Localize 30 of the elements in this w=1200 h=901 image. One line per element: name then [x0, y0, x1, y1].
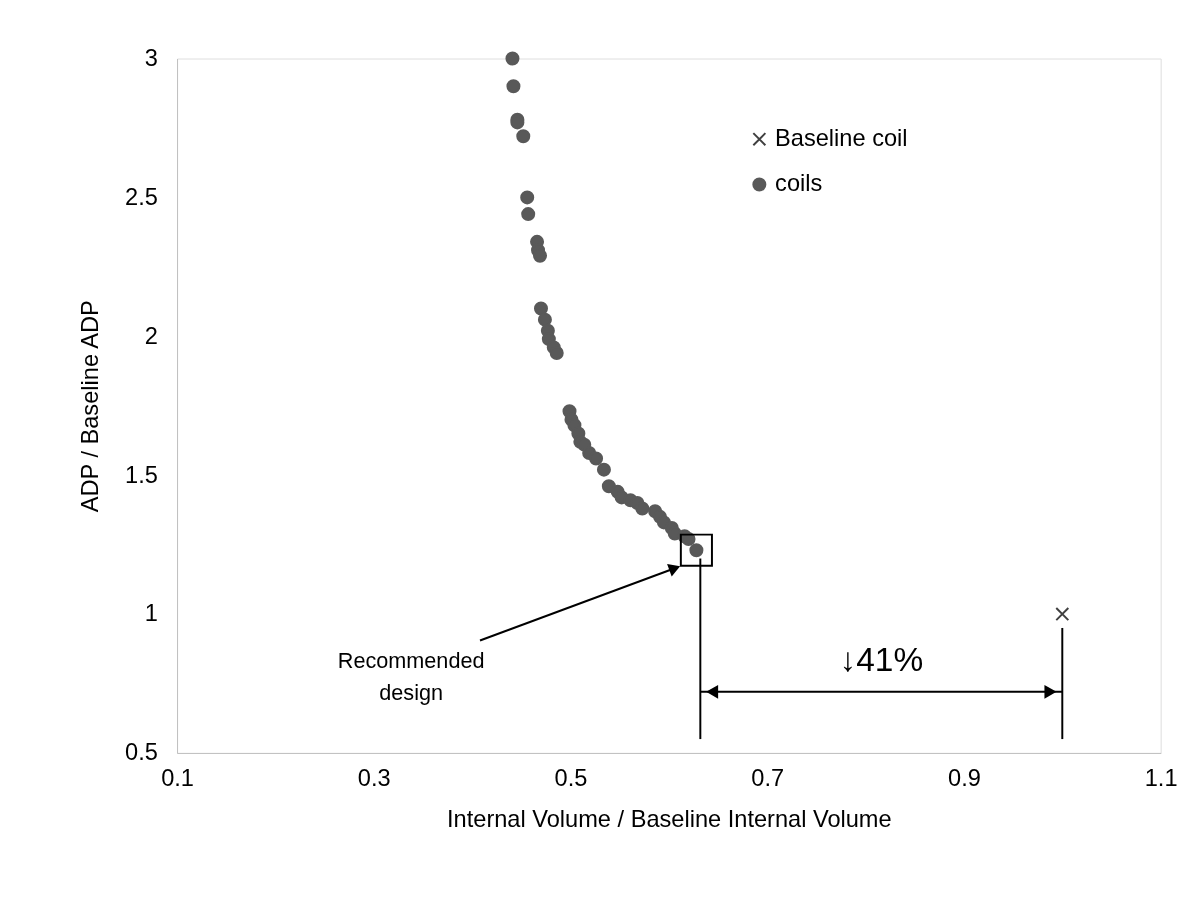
y-tick-label: 2: [144, 322, 158, 349]
y-tick-label: 3: [144, 44, 158, 71]
point: [549, 345, 564, 360]
point: [1055, 607, 1070, 622]
annotation: Recommended design: [337, 648, 485, 705]
x-axis-title: Internal Volume / Baseline Internal Volume: [447, 806, 892, 833]
point: [521, 207, 536, 222]
point: [516, 129, 531, 144]
point: [596, 462, 611, 477]
point: [589, 451, 604, 466]
y-tick-label: 0.5: [125, 739, 158, 766]
x-tick-label: 1.1: [1144, 764, 1178, 791]
x-tick-label: 0.1: [161, 764, 194, 791]
legend-label: coils: [775, 170, 823, 197]
y-tick-label: 1.5: [125, 461, 158, 488]
x-tick-label: 0.3: [357, 764, 391, 791]
point: [520, 190, 535, 205]
y-axis-title: ADP / Baseline ADP: [77, 300, 104, 513]
legend-label: Baseline coil: [775, 125, 908, 152]
point: [506, 79, 521, 94]
point: [537, 312, 552, 327]
annotation: ↓41%: [839, 641, 924, 679]
x-tick-label: 0.7: [751, 764, 785, 791]
point: [505, 51, 520, 66]
x-tick-label: 0.5: [554, 764, 588, 791]
y-tick-label: 1: [144, 600, 158, 627]
x-tick-label: 0.9: [948, 764, 981, 791]
y-tick-label: 2.5: [125, 183, 158, 210]
point: [635, 501, 650, 516]
point: [533, 301, 548, 316]
